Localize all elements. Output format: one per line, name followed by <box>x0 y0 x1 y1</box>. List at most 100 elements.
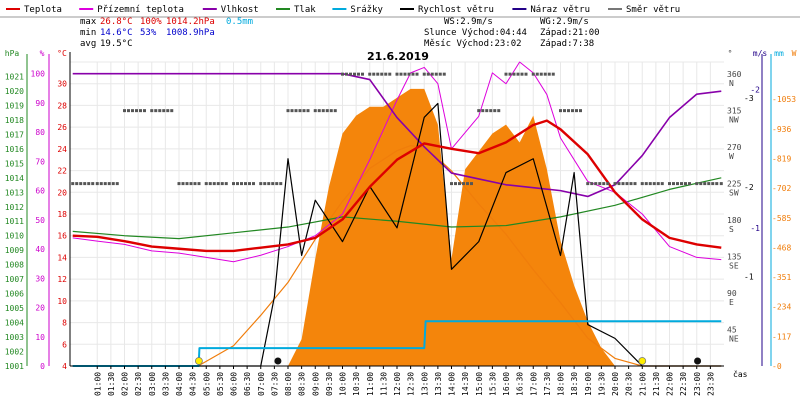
w-tick: -819 <box>772 155 791 164</box>
wind-dir-point <box>594 182 598 186</box>
wind-dir-point <box>368 72 372 76</box>
x-axis-label: čas <box>733 369 748 379</box>
stat-min-temp: 14.6°C <box>100 28 133 38</box>
series-tlak <box>72 177 722 240</box>
wind-dir-point <box>329 109 333 113</box>
wind-dir-point <box>680 182 683 186</box>
x-tick: 21:00 <box>638 372 647 396</box>
hpa-tick: 1021 <box>5 72 24 81</box>
x-tick: 10:00 <box>339 372 348 396</box>
x-tick: 18:00 <box>557 372 566 396</box>
wind-dir-point <box>586 182 590 186</box>
temp-tick: 6 <box>62 340 67 349</box>
wind-dir-point <box>170 109 174 113</box>
wind-dir-point <box>434 72 438 76</box>
wind-dir-point <box>193 182 197 186</box>
wind-dir-point <box>376 72 380 76</box>
dir-tick: 135 <box>727 253 742 262</box>
dir-tick: 90 <box>727 289 737 298</box>
wind-dir-point <box>317 109 321 113</box>
temp-tick: 4 <box>62 362 67 371</box>
wind-dir-point <box>345 72 348 76</box>
x-tick: 22:00 <box>666 372 675 396</box>
wind-dir-point <box>181 182 185 186</box>
wind-dir-point <box>99 182 103 186</box>
wind-dir-point <box>660 182 664 186</box>
wind-dir-point <box>290 109 294 113</box>
wind-dir-point <box>442 72 446 76</box>
x-tick: 23:00 <box>693 372 702 396</box>
wind-dir-point <box>388 72 392 76</box>
wind-dir-point <box>520 72 524 76</box>
dir-tick-label: NW <box>729 116 739 125</box>
dir-tick-label: W <box>729 152 734 161</box>
x-tick: 14:30 <box>461 372 470 396</box>
temp-tick: 22 <box>57 167 67 176</box>
wind-dir-point <box>621 182 625 186</box>
temp-tick: 24 <box>57 145 67 154</box>
pct-tick: 0 <box>40 362 45 371</box>
wind-dir-point <box>263 182 267 186</box>
hpa-tick: 1004 <box>5 319 24 328</box>
wind-dir-point <box>150 109 154 113</box>
wind-dir-point <box>212 182 216 186</box>
wind-dir-point <box>313 109 317 113</box>
series-vlhkost <box>72 72 722 198</box>
stat-max-label: max <box>80 17 97 27</box>
x-tick: 20:30 <box>625 372 634 396</box>
sunrise-marker <box>194 357 203 365</box>
wind-dir-point <box>415 72 419 76</box>
wind-dir-point <box>707 182 711 186</box>
stats-block: max 26.8°C 100% 1014.2hPa 0.5mm min 14.6… <box>80 17 600 49</box>
wind-dir-point <box>353 72 356 76</box>
stat-avg-label: avg <box>80 39 96 49</box>
wind-dir-point <box>349 72 352 76</box>
hpa-tick: 1017 <box>5 130 24 139</box>
pct-tick: 80 <box>35 128 45 137</box>
temp-tick: 18 <box>57 210 67 219</box>
x-tick: 06:30 <box>243 372 252 396</box>
ms-tick: -1 <box>750 224 760 233</box>
x-tick: 05:00 <box>202 372 211 396</box>
hpa-tick: 1014 <box>5 174 24 183</box>
x-tick: 23:30 <box>706 372 715 396</box>
x-tick: 13:30 <box>434 372 443 396</box>
hpa-tick: 1020 <box>5 87 24 96</box>
wind-dir-point <box>224 182 228 186</box>
mm-unit: mm <box>774 49 784 58</box>
x-tick: 02:00 <box>121 372 130 396</box>
wind-dir-point <box>204 182 208 186</box>
dir-tick-label: SW <box>729 189 739 198</box>
chart-title: 21.6.2019 <box>367 50 429 63</box>
hpa-tick: 1016 <box>5 145 24 154</box>
wind-dir-point <box>333 109 337 113</box>
moonset-marker <box>274 357 282 365</box>
wind-dir-point <box>123 109 126 113</box>
wind-dir-point <box>504 72 508 76</box>
wind-dir-point <box>602 182 606 186</box>
wind-dir-point <box>571 109 574 113</box>
plot-area <box>70 61 724 367</box>
x-tick: 20:00 <box>611 372 620 396</box>
wind-dir-point <box>107 182 111 186</box>
wind-dir-point <box>719 182 723 186</box>
wind-dir-point <box>220 182 224 186</box>
wind-dir-point <box>135 109 138 113</box>
wind-dir-point <box>325 109 329 113</box>
axes: 1021102010191018101710161015101410131012… <box>5 49 797 396</box>
dir-tick-label: NE <box>729 335 739 344</box>
stat-sunrise: Slunce Východ:04:44 <box>424 28 527 38</box>
x-tick: 07:30 <box>270 372 279 396</box>
wind-dir-point <box>208 182 212 186</box>
wind-dir-point <box>477 109 481 113</box>
w-tick: -702 <box>772 184 791 193</box>
wind-dir-point <box>111 182 115 186</box>
x-tick: 17:30 <box>543 372 552 396</box>
ms-tick: -2 <box>750 86 760 95</box>
x-tick: 11:00 <box>366 372 375 396</box>
w-tick: -351 <box>772 273 791 282</box>
stat-sunset: Západ:21:00 <box>540 28 600 38</box>
x-tick: 11:30 <box>379 372 388 396</box>
hpa-tick: 1015 <box>5 159 24 168</box>
